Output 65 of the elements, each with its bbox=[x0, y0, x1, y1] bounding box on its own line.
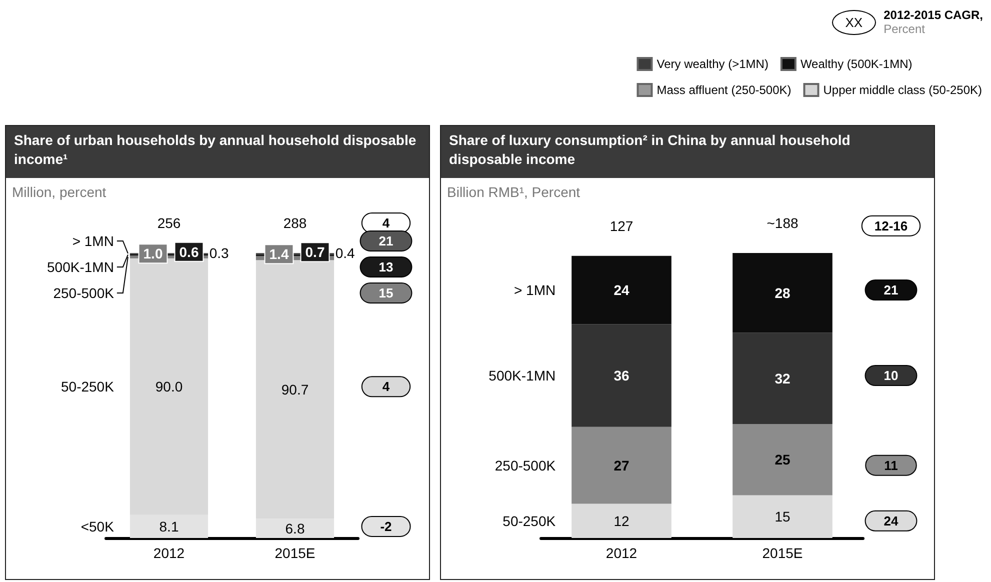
x-tick-label: 2015E bbox=[274, 545, 316, 561]
data-label: 27 bbox=[614, 457, 630, 474]
data-label: 0.3 bbox=[209, 245, 229, 261]
legend-label: Mass affluent (250-500K) bbox=[656, 83, 792, 97]
data-label: 15 bbox=[774, 508, 790, 525]
legend-label: Wealthy (500K-1MN) bbox=[800, 57, 912, 71]
data-label: 24 bbox=[614, 282, 630, 298]
x-tick-label: 2012 bbox=[606, 545, 638, 561]
text: 2012-2015 CAGR, bbox=[884, 8, 983, 22]
data-label: 32 bbox=[774, 370, 790, 386]
text: 15 bbox=[378, 286, 394, 300]
data-label: 0.6 bbox=[179, 244, 199, 260]
annotation: 256 bbox=[157, 215, 181, 231]
chart-subtitle: Billion RMB¹, Percent bbox=[446, 183, 582, 202]
data-label: 0.7 bbox=[305, 244, 325, 260]
annotation: 288 bbox=[283, 215, 307, 231]
chart-title: Share of luxury consumption² in China by annual household disposable income bbox=[441, 126, 934, 178]
legend-label: Very wealthy (>1MN) bbox=[656, 57, 768, 71]
data-label: 28 bbox=[774, 284, 790, 301]
data-label: 90.7 bbox=[281, 381, 309, 398]
x-tick-label: 2015E bbox=[762, 545, 803, 561]
series-label: 50-250K bbox=[502, 512, 556, 529]
text: 10 bbox=[884, 368, 898, 384]
bar bbox=[572, 426, 672, 504]
text: 21 bbox=[884, 282, 898, 298]
text: 13 bbox=[378, 260, 394, 274]
series-label: > 1MN bbox=[72, 233, 114, 249]
data-label: 0.4 bbox=[335, 245, 355, 261]
bar bbox=[732, 424, 832, 496]
text: 4 bbox=[382, 216, 390, 230]
data-label: 90.0 bbox=[155, 378, 183, 395]
legend-label: Upper middle class (50-250K) bbox=[823, 83, 982, 97]
bar bbox=[732, 332, 832, 424]
text: 4 bbox=[382, 379, 390, 394]
bar bbox=[732, 495, 832, 538]
series-label: > 1MN bbox=[514, 282, 556, 298]
data-label: 8.1 bbox=[159, 518, 179, 534]
data-label: 1.0 bbox=[143, 246, 163, 262]
series-label: 250-500K bbox=[494, 457, 556, 474]
bar bbox=[572, 504, 672, 538]
data-label: 25 bbox=[774, 452, 790, 468]
data-label: 1.4 bbox=[269, 246, 289, 262]
text: -2 bbox=[380, 518, 392, 534]
series-label: 500K-1MN bbox=[47, 259, 114, 275]
bar bbox=[732, 253, 832, 333]
text: XX bbox=[832, 10, 876, 34]
bar bbox=[572, 256, 672, 324]
chart-subtitle: Million, percent bbox=[11, 183, 108, 202]
x-tick-label: 2012 bbox=[153, 545, 185, 561]
text: 21 bbox=[378, 234, 394, 248]
text: Percent bbox=[884, 22, 926, 36]
text: 24 bbox=[884, 513, 899, 528]
data-label: 6.8 bbox=[285, 520, 305, 536]
text: 12-16 bbox=[874, 218, 908, 234]
annotation: ~188 bbox=[766, 215, 798, 231]
text: 250-500K bbox=[53, 285, 115, 301]
series-label: <50K bbox=[80, 518, 115, 534]
series-label: 500K-1MN bbox=[488, 368, 556, 384]
text: 11 bbox=[884, 458, 898, 473]
chart-title: Share of urban households by annual household disposable income¹ bbox=[6, 126, 429, 178]
annotation: 127 bbox=[610, 218, 634, 234]
data-label: 36 bbox=[614, 368, 630, 384]
series-label: 50-250K bbox=[61, 378, 115, 395]
bar bbox=[572, 324, 672, 427]
data-label: 12 bbox=[614, 512, 630, 529]
